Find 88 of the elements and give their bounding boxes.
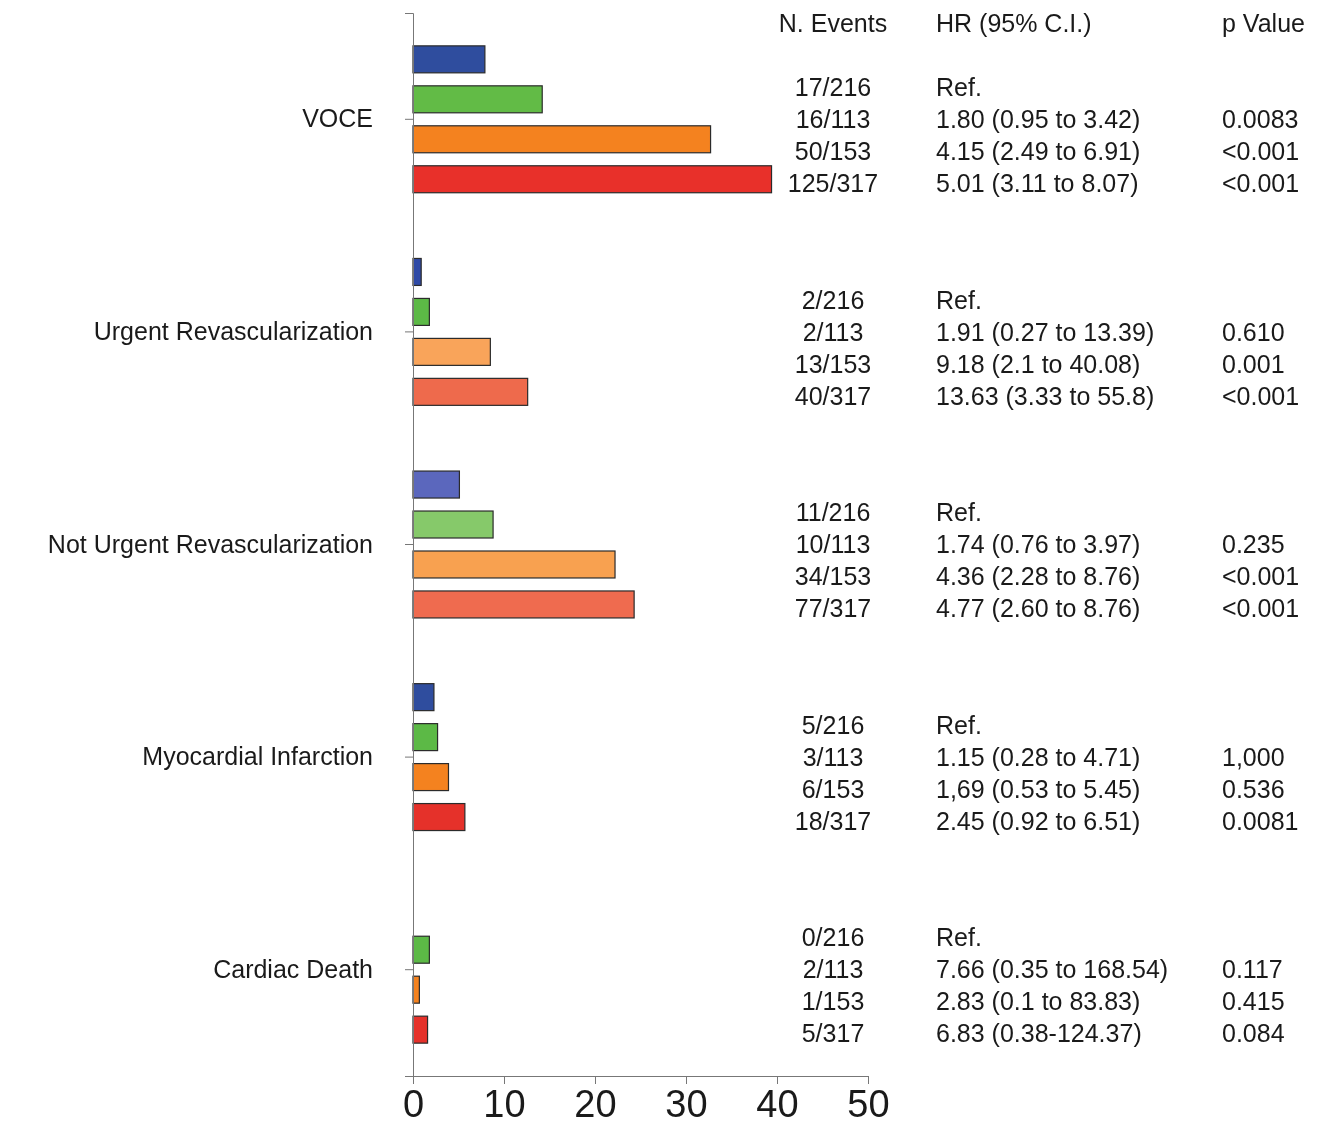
annotation: 18/317 [794,806,872,835]
x-tick-label: 30 [665,1082,708,1125]
annotation: 2/216 [801,285,865,314]
bar [412,590,635,619]
text: <0.001 [1222,169,1300,198]
bar [412,723,439,752]
text: Ref. [936,285,982,314]
annotation: 13/153 [794,349,872,378]
annotation: 16/113 [795,105,871,134]
annotation: 40/317 [794,381,872,410]
text: 0.415 [1222,987,1285,1016]
text: 13.63 (3.33 to 55.8) [936,381,1155,410]
text: 0.117 [1222,955,1283,984]
y-tick-label: Cardiac Death [213,954,373,983]
annotation: 5/216 [801,710,865,739]
annotation: 77/317 [794,594,872,623]
text: <0.001 [1222,594,1300,623]
bar [412,510,494,539]
annotation: 125/317 [787,169,879,198]
x-tick-label: 50 [847,1082,890,1125]
text: 9.18 (2.1 to 40.08) [936,349,1141,378]
text: Ref. [936,498,982,527]
y-tick-label: Not Urgent Revascularization [47,529,373,558]
text: 7.66 (0.35 to 168.54) [936,955,1169,984]
text: 1.74 (0.76 to 3.97) [936,530,1141,559]
bar [412,125,712,154]
annotation: 1/153 [801,987,865,1016]
text: 1,69 (0.53 to 5.45) [936,774,1141,803]
bar [412,85,543,114]
x-tick-label: 40 [756,1082,799,1125]
text: 0.001 [1222,349,1285,378]
bar [412,377,529,406]
bar [412,1015,429,1044]
annotation: 3/113 [802,742,864,771]
text: 6.83 (0.38-124.37) [936,1019,1142,1048]
x-tick-label: 10 [483,1082,526,1125]
text: 4.36 (2.28 to 8.76) [936,562,1141,591]
y-tick-label: Urgent Revascularization [93,316,373,345]
annotation: 11/216 [795,498,871,527]
bar [412,763,450,792]
text: 1.80 (0.95 to 3.42) [936,105,1141,134]
text: 0.084 [1222,1019,1285,1048]
text: 1.91 (0.27 to 13.39) [936,317,1155,346]
bar [412,470,461,499]
annotation: N. Events [778,8,888,37]
annotation: 50/153 [794,137,872,166]
text: <0.001 [1222,381,1300,410]
bar [412,337,491,366]
annotation: 2/113 [802,955,864,984]
bar [412,257,422,287]
annotation: 5/317 [801,1019,865,1048]
text: 0.0081 [1222,806,1299,835]
bar [412,975,420,1004]
annotation: 10/113 [795,530,871,559]
annotation: 6/153 [801,774,865,803]
text: 4.15 (2.49 to 6.91) [936,137,1141,166]
text: p Value [1222,8,1305,37]
text: 0.235 [1222,530,1285,559]
bar [412,165,773,194]
text: <0.001 [1222,137,1300,166]
text: Ref. [936,73,982,102]
x-tick-label: 20 [574,1082,617,1125]
text: 2.83 (0.1 to 83.83) [936,987,1141,1016]
annotation: 2/113 [802,317,864,346]
bar [412,683,435,712]
text: 5.01 (3.11 to 8.07) [936,169,1139,198]
text: 0.0083 [1222,105,1299,134]
bar [412,935,430,964]
text: 1,000 [1222,742,1285,771]
text: 1.15 (0.28 to 4.71) [936,742,1141,771]
bar [412,802,466,832]
bar [412,297,430,326]
text: Ref. [936,710,982,739]
x-tick-label: 0 [402,1082,425,1125]
text: Ref. [936,923,982,952]
annotation: 0/216 [801,923,865,952]
text: 2.45 (0.92 to 6.51) [936,806,1141,835]
annotation: 17/216 [794,73,872,102]
bar [412,550,616,579]
text: 0.536 [1222,774,1285,803]
text: 4.77 (2.60 to 8.76) [936,594,1141,623]
text: 0.610 [1222,317,1285,346]
y-tick-label: VOCE [302,104,373,133]
text: <0.001 [1222,562,1300,591]
annotation: 34/153 [794,562,872,591]
bar [412,45,486,74]
text: HR (95% C.I.) [936,8,1092,37]
y-tick-label: Myocardial Infarction [142,742,373,771]
